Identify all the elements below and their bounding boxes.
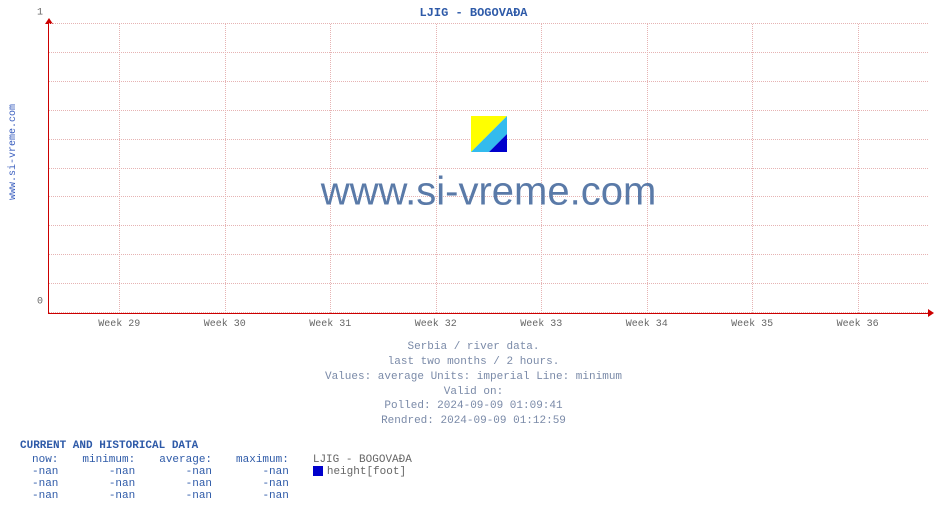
x-axis-arrow [928, 309, 934, 317]
legend-cell [301, 478, 424, 490]
table-cell: -nan [70, 490, 147, 502]
data-heading: CURRENT AND HISTORICAL DATA [20, 440, 424, 452]
table-header-row: now: minimum: average: maximum: LJIG - B… [20, 454, 424, 466]
chart-meta: Serbia / river data. last two months / 2… [0, 340, 947, 429]
meta-line: Rendred: 2024-09-09 01:12:59 [0, 414, 947, 429]
col-avg: average: [147, 454, 224, 466]
table-cell: -nan [70, 478, 147, 490]
table-cell: -nan [20, 466, 70, 478]
table-row: -nan-nan-nan-nan [20, 490, 424, 502]
table-cell: -nan [224, 478, 301, 490]
table-row: -nan-nan-nan-nan [20, 478, 424, 490]
vgrid-line [858, 24, 859, 313]
x-tick-label: Week 34 [626, 319, 668, 330]
hgrid-line [49, 225, 928, 226]
col-max: maximum: [224, 454, 301, 466]
table-cell: -nan [224, 490, 301, 502]
meta-line: Polled: 2024-09-09 01:09:41 [0, 399, 947, 414]
legend-cell [301, 490, 424, 502]
hgrid-line [49, 110, 928, 111]
table-cell: -nan [20, 490, 70, 502]
meta-line: last two months / 2 hours. [0, 355, 947, 370]
col-min: minimum: [70, 454, 147, 466]
site-label-vertical: www.si-vreme.com [8, 104, 19, 200]
x-tick-label: Week 31 [309, 319, 351, 330]
hgrid-line [49, 312, 928, 313]
legend-swatch-icon [313, 466, 323, 476]
table-cell: -nan [147, 490, 224, 502]
x-tick-label: Week 35 [731, 319, 773, 330]
chart-title: LJIG - BOGOVAĐA [0, 6, 947, 20]
meta-line: Values: average Units: imperial Line: mi… [0, 370, 947, 385]
chart-plot-area: www.si-vreme.com 01Week 29Week 30Week 31… [48, 24, 928, 314]
legend-text: height[foot] [327, 466, 406, 478]
hgrid-line [49, 283, 928, 284]
x-tick-label: Week 29 [98, 319, 140, 330]
x-tick-label: Week 32 [415, 319, 457, 330]
data-section: CURRENT AND HISTORICAL DATA now: minimum… [20, 440, 424, 502]
col-series: LJIG - BOGOVAĐA [301, 454, 424, 466]
col-now: now: [20, 454, 70, 466]
vgrid-line [752, 24, 753, 313]
y-tick-label: 1 [37, 8, 43, 19]
vgrid-line [225, 24, 226, 313]
table-cell: -nan [224, 466, 301, 478]
table-cell: -nan [147, 466, 224, 478]
hgrid-line [49, 254, 928, 255]
watermark-logo-icon [471, 116, 507, 152]
table-cell: -nan [70, 466, 147, 478]
table-cell: -nan [20, 478, 70, 490]
watermark-text: www.si-vreme.com [321, 169, 657, 214]
table-row: -nan-nan-nan-nanheight[foot] [20, 466, 424, 478]
legend-cell: height[foot] [301, 466, 424, 478]
meta-line: Valid on: [0, 385, 947, 400]
x-tick-label: Week 36 [837, 319, 879, 330]
meta-line: Serbia / river data. [0, 340, 947, 355]
x-tick-label: Week 30 [204, 319, 246, 330]
data-table: now: minimum: average: maximum: LJIG - B… [20, 454, 424, 502]
hgrid-line [49, 81, 928, 82]
table-cell: -nan [147, 478, 224, 490]
hgrid-line [49, 52, 928, 53]
x-tick-label: Week 33 [520, 319, 562, 330]
vgrid-line [119, 24, 120, 313]
hgrid-line [49, 23, 928, 24]
y-tick-label: 0 [37, 297, 43, 308]
